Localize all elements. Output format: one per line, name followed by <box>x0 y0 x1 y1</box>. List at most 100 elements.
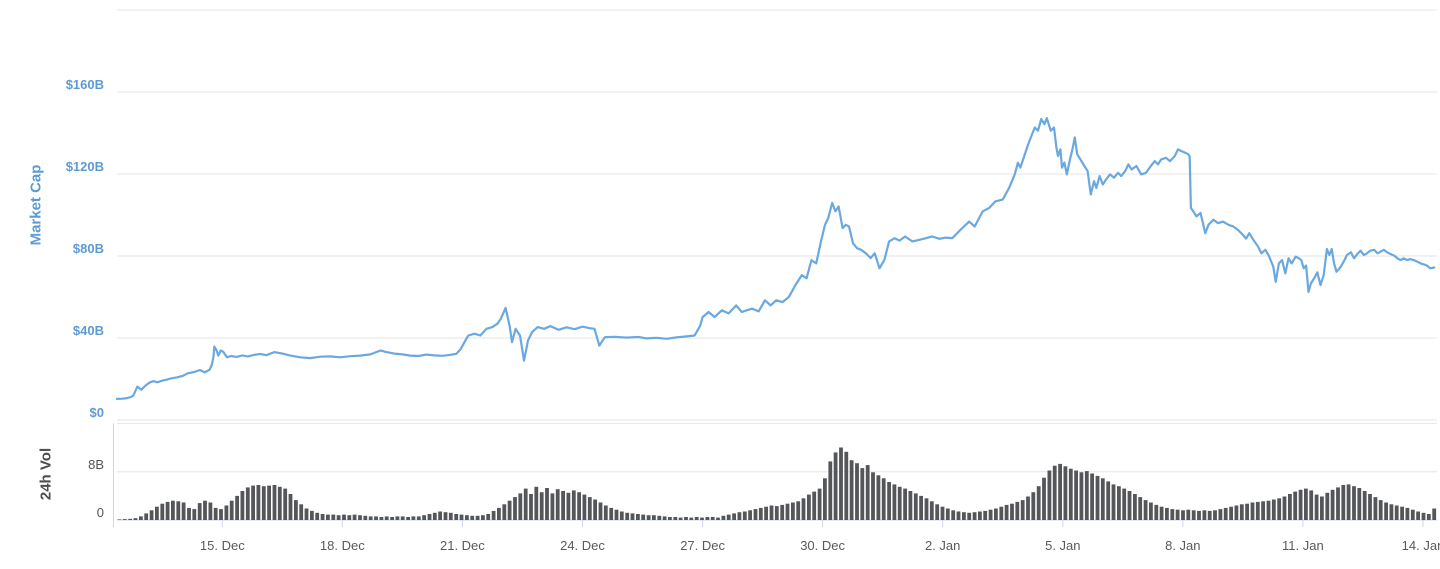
volume-bar <box>646 515 651 520</box>
volume-bar <box>967 512 972 520</box>
volume-bar <box>1341 485 1346 520</box>
volume-bar <box>1293 491 1298 520</box>
volume-bar <box>748 510 752 520</box>
volume-bar <box>1400 506 1404 520</box>
volume-bar <box>1004 504 1009 520</box>
volume-bar <box>1207 510 1212 520</box>
volume-bar <box>288 494 293 520</box>
volume-bar <box>1304 488 1308 520</box>
volume-bar <box>1432 508 1437 520</box>
volume-bar <box>1031 492 1036 520</box>
volume-bar <box>945 508 950 520</box>
x-tick-label: 24. Dec <box>560 538 605 553</box>
volume-bar <box>694 517 699 520</box>
volume-bar <box>742 511 747 520</box>
volume-bar <box>1149 502 1153 520</box>
volume-bar <box>235 495 239 520</box>
volume-bar <box>1010 503 1014 520</box>
volume-bar <box>994 508 998 520</box>
volume-bar <box>155 506 159 520</box>
volume-bar <box>1416 511 1420 520</box>
volume-bar <box>529 494 533 520</box>
volume-bar <box>860 468 865 520</box>
volume-bar <box>144 513 149 520</box>
volume-bar <box>326 514 330 520</box>
volume-bar <box>823 478 827 520</box>
volume-bar <box>726 514 731 520</box>
volume-bar <box>758 507 763 520</box>
volume-bar <box>988 509 993 520</box>
volume-bar <box>379 517 384 520</box>
volume-bar <box>277 486 282 520</box>
volume-bar <box>1181 510 1185 520</box>
volume-bar <box>1421 512 1426 520</box>
volume-bar <box>1234 505 1239 520</box>
volume-bar <box>395 516 400 520</box>
volume-bar <box>1175 509 1180 520</box>
volume-bar <box>636 514 640 520</box>
volume-bar <box>1266 500 1271 520</box>
volume-bar <box>1143 500 1148 520</box>
volume-bar <box>1298 489 1303 520</box>
volume-bar <box>855 463 859 520</box>
volume-bar <box>929 501 934 520</box>
volume-bar <box>545 488 549 520</box>
volume-bar <box>1314 494 1319 520</box>
volume-bar <box>593 499 597 520</box>
volume-bar <box>1106 481 1111 520</box>
volume-bar <box>630 513 635 520</box>
volume-bar <box>251 485 255 520</box>
volume-bar <box>972 512 977 520</box>
volume-bar <box>534 486 539 520</box>
volume-bar <box>1117 486 1121 520</box>
volume-bar <box>1154 504 1159 520</box>
volume-bar <box>1122 488 1127 520</box>
market-cap-line <box>115 117 1436 400</box>
volume-bar <box>1063 466 1068 520</box>
volume-bar <box>555 489 560 520</box>
volume-bar <box>769 505 774 520</box>
x-tick-label: 27. Dec <box>680 538 725 553</box>
volume-bar <box>1074 470 1078 520</box>
volume-y-tick-label: 8B <box>88 456 104 472</box>
volume-bar <box>684 517 688 520</box>
market-cap-y-tick-label: $0 <box>89 405 104 420</box>
volume-bar <box>342 514 346 520</box>
volume-bar <box>1410 509 1415 520</box>
volume-bar <box>229 500 234 520</box>
volume-bar <box>507 500 512 520</box>
volume-bar <box>1202 510 1207 520</box>
volume-bar <box>160 503 165 520</box>
y-axis-title-24h-vol: 24h Vol <box>37 447 55 501</box>
volume-bar <box>1042 477 1046 520</box>
volume-bar <box>887 482 891 520</box>
volume-bar <box>732 513 736 520</box>
volume-bar <box>294 500 298 520</box>
volume-bar <box>652 515 656 520</box>
volume-bar <box>363 515 368 520</box>
volume-bar <box>197 503 202 520</box>
volume-bar <box>267 485 271 520</box>
volume-bar <box>774 506 779 520</box>
volume-bar <box>427 514 432 520</box>
volume-bar <box>849 460 854 520</box>
volume-bar <box>1384 502 1388 520</box>
volume-bar <box>1058 463 1062 520</box>
volume-bar <box>272 485 277 520</box>
volume-bar <box>443 512 448 520</box>
volume-bar <box>1325 492 1330 520</box>
volume-bar <box>1036 486 1041 520</box>
volume-bar <box>459 514 464 520</box>
volume-bar <box>336 515 341 520</box>
volume-bar <box>1426 514 1431 520</box>
volume-bar <box>1309 490 1314 520</box>
volume-bar <box>582 494 587 520</box>
volume-bar <box>844 451 849 520</box>
volume-bar <box>491 510 496 520</box>
volume-bar <box>598 502 603 520</box>
volume-bar <box>791 502 795 520</box>
market-cap-y-tick-label: $40B <box>72 323 104 338</box>
volume-bar <box>812 491 817 520</box>
volume-bar <box>416 516 421 520</box>
